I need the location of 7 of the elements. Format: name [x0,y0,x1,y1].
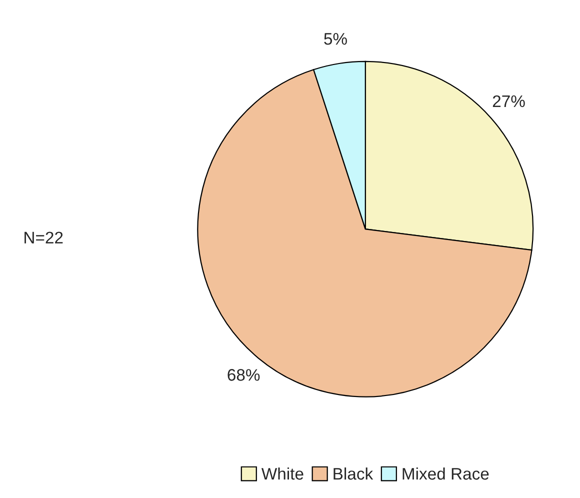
data-label: 68% [228,369,260,381]
legend-label: Mixed Race [402,467,489,480]
legend-label: White [261,467,304,480]
text: N=22 [24,232,63,244]
legend-label: Black [334,467,374,480]
data-label: 27% [492,95,525,108]
data-label: 5% [324,33,347,45]
